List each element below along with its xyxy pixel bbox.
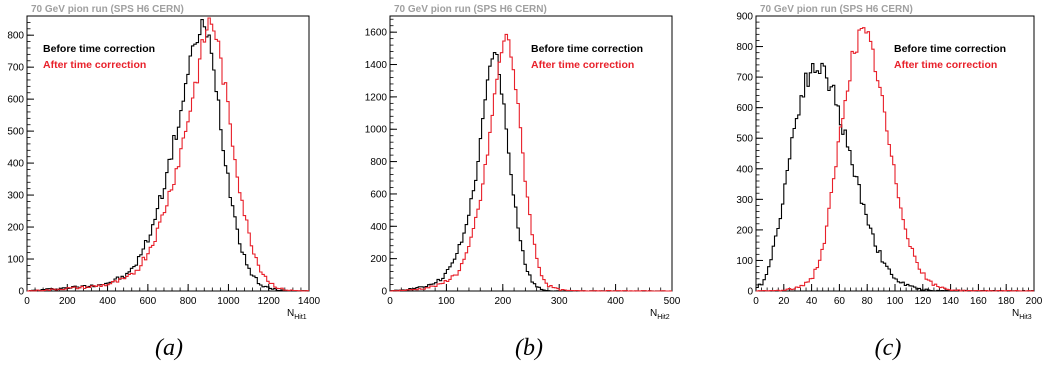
chart-c: 70 GeV pion run (SPS H6 CERN)01002003004… <box>736 4 1042 321</box>
y-tick-label: 0 <box>18 287 24 298</box>
y-tick-label: 800 <box>370 157 387 168</box>
x-tick-label: 1200 <box>258 296 281 307</box>
x-tick-label: 300 <box>551 296 568 307</box>
legend-entry-after: After time correction <box>531 59 634 71</box>
plot-frame <box>755 15 1035 292</box>
y-tick-label: 400 <box>736 164 753 175</box>
x-tick-label: 140 <box>942 296 959 307</box>
y-tick-label: 600 <box>370 189 387 200</box>
x-axis-label-main: N <box>1012 308 1019 319</box>
x-tick-label: 0 <box>387 296 393 307</box>
x-axis-label-main: N <box>287 308 294 319</box>
y-tick-label: 500 <box>7 127 24 138</box>
chart-a: 70 GeV pion run (SPS H6 CERN) 0 100 200 300 4… <box>7 4 320 321</box>
plot-frame <box>26 15 310 292</box>
y-tick-label: 200 <box>736 225 753 236</box>
legend-entry-after: After time correction <box>43 59 146 71</box>
y-tick-label: 200 <box>7 223 24 234</box>
x-tick-label: 200 <box>59 296 76 307</box>
x-tick-label: 160 <box>970 296 987 307</box>
y-tick-label: 500 <box>736 134 753 145</box>
y-tick-label: 1600 <box>365 28 388 39</box>
y-tick-label: 700 <box>7 63 24 74</box>
y-tick-label: 200 <box>370 254 387 265</box>
y-tick-label: 300 <box>7 191 24 202</box>
y-tick-label: 700 <box>736 73 753 84</box>
x-tick-label: 100 <box>887 296 904 307</box>
series-before-line <box>389 52 672 292</box>
x-tick-label: 60 <box>834 296 846 307</box>
x-tick-label: 800 <box>180 296 197 307</box>
x-tick-label: 1000 <box>217 296 240 307</box>
chart-title: 70 GeV pion run (SPS H6 CERN) <box>760 4 913 15</box>
legend-entry-after: After time correction <box>894 59 997 71</box>
legend-entry-before: Before time correction <box>43 43 155 55</box>
x-tick-label: 400 <box>99 296 116 307</box>
x-tick-label: 200 <box>1026 296 1043 307</box>
x-tick-label: 180 <box>998 296 1015 307</box>
x-axis-label-main: N <box>650 308 657 319</box>
y-tick-label: 1400 <box>365 60 388 71</box>
chart-title: 70 GeV pion run (SPS H6 CERN) <box>394 4 547 15</box>
y-tick-label: 100 <box>736 256 753 267</box>
y-tick-label: 1200 <box>365 92 388 103</box>
y-tick-label: 800 <box>7 31 24 42</box>
x-tick-label: 100 <box>438 296 455 307</box>
x-tick-label: 20 <box>778 296 790 307</box>
plot-frame <box>389 15 673 292</box>
x-tick-label: 80 <box>862 296 874 307</box>
y-tick-label: 100 <box>7 255 24 266</box>
caption-a: (a) <box>155 335 183 361</box>
x-axis-label: NHit1 <box>287 308 307 321</box>
x-tick-label: 120 <box>914 296 931 307</box>
y-tick-label: 400 <box>7 159 24 170</box>
x-axis-label-sub: Hit1 <box>294 314 307 321</box>
legend-entry-before: Before time correction <box>894 43 1006 55</box>
y-tick-label: 300 <box>736 195 753 206</box>
x-tick-label: 0 <box>24 296 30 307</box>
y-tick-label: 600 <box>7 95 24 106</box>
y-tick-label: 600 <box>736 103 753 114</box>
series-after-line <box>390 33 672 292</box>
x-tick-label: 600 <box>140 296 157 307</box>
y-tick-label: 400 <box>370 222 387 233</box>
x-axis-label: NHit3 <box>1012 308 1032 321</box>
x-tick-label: 1400 <box>298 296 321 307</box>
caption-b: (b) <box>515 335 543 361</box>
x-axis-label: NHit2 <box>650 308 670 321</box>
x-tick-label: 200 <box>494 296 511 307</box>
chart-title: 70 GeV pion run (SPS H6 CERN) <box>31 4 184 15</box>
series-after-line <box>27 17 309 292</box>
y-tick-label: 0 <box>381 287 387 298</box>
x-tick-label: 0 <box>753 296 759 307</box>
chart-b: 70 GeV pion run (SPS H6 CERN) 0 200 400 600 8… <box>365 4 681 321</box>
x-axis-label-sub: Hit3 <box>1019 314 1032 321</box>
y-tick-label: 0 <box>747 287 753 298</box>
series-before-line <box>27 19 309 292</box>
x-tick-label: 40 <box>806 296 818 307</box>
legend-entry-before: Before time correction <box>531 43 643 55</box>
y-tick-label: 800 <box>736 42 753 53</box>
y-tick-label: 1000 <box>365 125 388 136</box>
x-tick-label: 500 <box>664 296 681 307</box>
x-axis-label-sub: Hit2 <box>657 314 670 321</box>
caption-c: (c) <box>874 335 902 361</box>
x-tick-label: 400 <box>607 296 624 307</box>
series-after-line <box>756 27 1034 292</box>
y-tick-label: 900 <box>736 12 753 23</box>
